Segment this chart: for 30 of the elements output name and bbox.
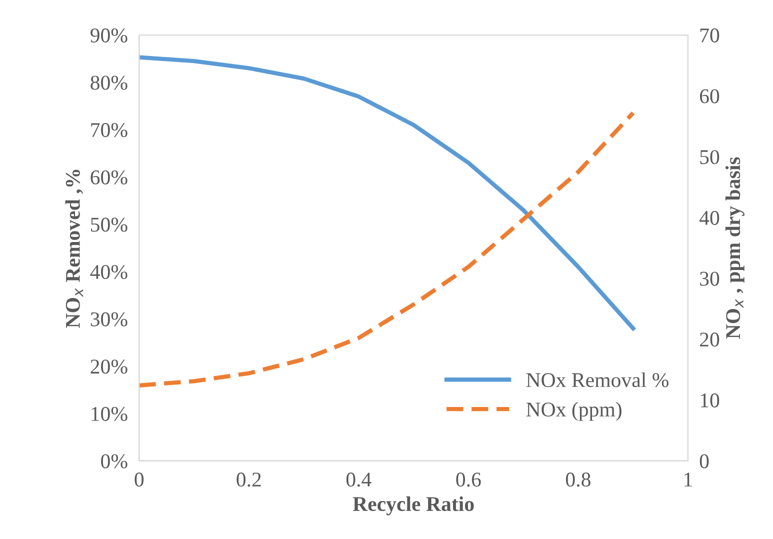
y2-tick-label: 70 — [700, 28, 720, 42]
x-tick-label: 0.8 — [566, 472, 590, 487]
x-tick-label: 0.4 — [346, 472, 372, 487]
y-tick-label: 50% — [91, 218, 128, 232]
y-tick-label: 0% — [101, 454, 128, 468]
y-tick-label: 60% — [90, 170, 128, 184]
y2-tick-label: 40 — [699, 210, 720, 225]
y-tick-label: 30% — [90, 312, 128, 326]
y-tick-label: 70% — [91, 123, 128, 138]
x-tick-label: 0.6 — [456, 472, 481, 487]
y-tick-label: 40% — [90, 264, 128, 280]
legend-label: NOx (ppm) — [526, 402, 622, 421]
x-axis-title: Recycle Ratio — [352, 496, 474, 516]
y2-tick-label: 10 — [700, 393, 720, 408]
y-tick-label: 90% — [90, 28, 128, 43]
line-series — [139, 55, 636, 330]
legend-label: NOx Removal % — [526, 372, 669, 388]
y2-tick-label: 30 — [700, 272, 720, 286]
x-tick-label: 0.2 — [236, 472, 261, 487]
y-axis-title: NO$_{x}$ Removed ,% — [65, 170, 84, 328]
y-tick-label: 80% — [90, 76, 128, 90]
y2-axis-title: NO$_{x}$ , ppm dry basis — [725, 157, 744, 339]
x-tick-label: 1 — [684, 472, 692, 486]
y2-tick-label: 50 — [700, 150, 720, 164]
y2-tick-label: 0 — [700, 454, 709, 468]
x-tick-label: 0 — [134, 472, 144, 487]
y-tick-label: 20% — [90, 360, 128, 374]
y-tick-label: 10% — [92, 406, 128, 422]
y2-tick-label: 20 — [700, 332, 720, 347]
y2-tick-label: 60 — [700, 89, 720, 104]
